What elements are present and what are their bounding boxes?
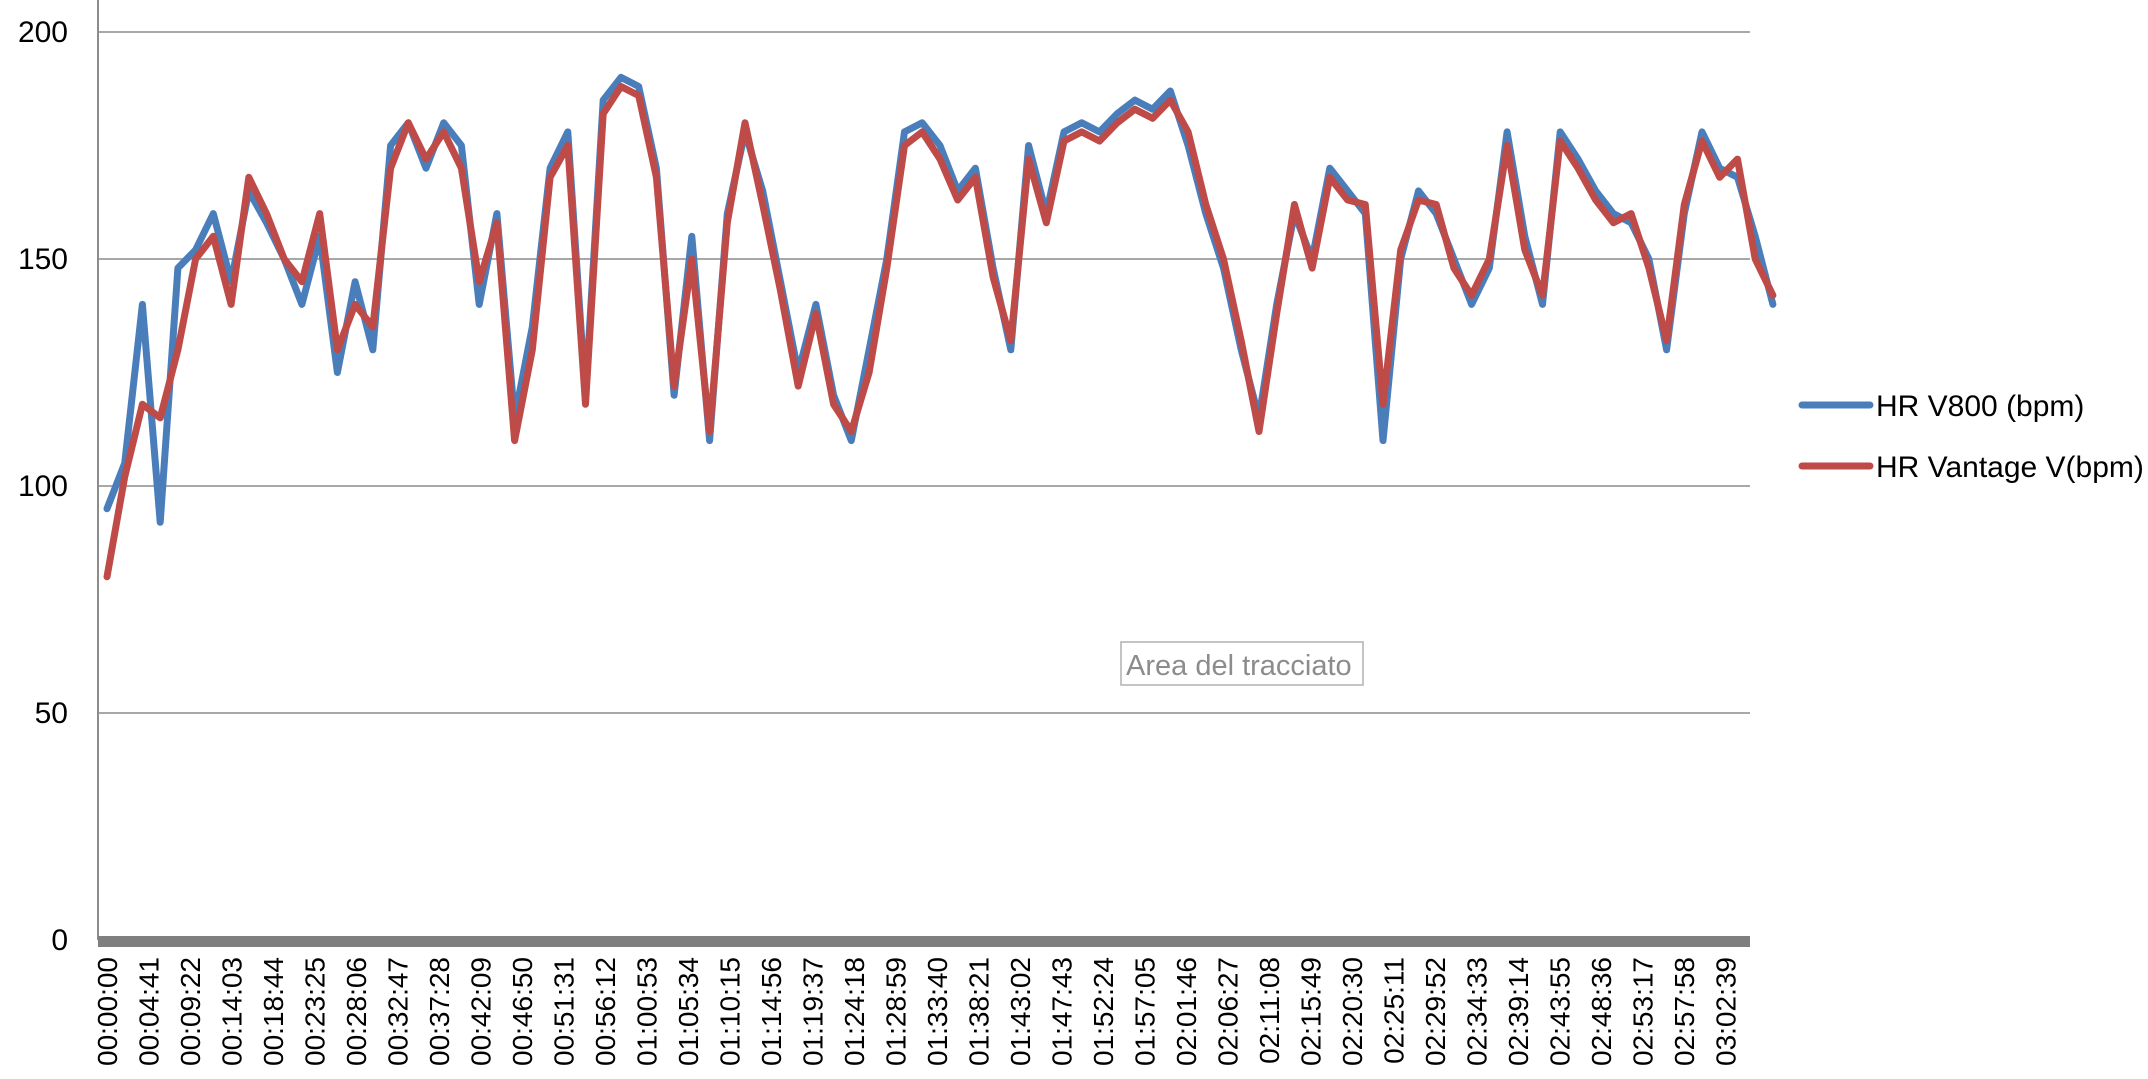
x-tick-label: 01:10:15 [715,957,746,1066]
x-tick-label: 01:28:59 [881,957,912,1066]
x-tick-label: 02:29:52 [1420,957,1451,1066]
x-tick-label: 00:14:03 [217,957,248,1066]
x-tick-label: 02:01:46 [1171,957,1202,1066]
y-tick-label: 200 [18,16,68,49]
x-tick-label: 00:37:28 [424,957,455,1066]
y-tick-label: 100 [18,470,68,503]
x-tick-label: 02:20:30 [1337,957,1368,1066]
x-tick-label: 02:34:33 [1462,957,1493,1066]
x-tick-label: 01:52:24 [1088,957,1119,1066]
x-tick-label: 01:38:21 [964,957,995,1066]
x-tick-label: 01:57:05 [1130,957,1161,1066]
x-tick-label: 01:19:37 [798,957,829,1066]
tooltip-text: Area del tracciato [1126,650,1352,682]
x-tick-label: 02:25:11 [1379,957,1410,1064]
tooltip-box [1120,641,1364,686]
x-tick-label: 01:05:34 [673,957,704,1066]
x-tick-label: 01:00:53 [632,957,663,1066]
x-tick-label: 02:57:58 [1669,957,1700,1066]
x-tick-label: 02:43:55 [1545,957,1576,1066]
x-tick-label: 01:47:43 [1047,957,1078,1066]
x-tick-label: 01:14:56 [756,957,787,1066]
x-tick-label: 00:51:31 [549,957,580,1066]
y-tick-label: 50 [35,697,68,730]
x-tick-label: 01:24:18 [839,957,870,1066]
x-tick-label: 02:06:27 [1213,957,1244,1066]
x-tick-label: 00:18:44 [258,957,289,1066]
x-tick-label: 02:39:14 [1503,957,1534,1066]
x-tick-label: 00:32:47 [383,957,414,1066]
series-lines [103,73,1777,581]
x-tick-label: 00:56:12 [590,957,621,1066]
x-tick-label: 00:23:25 [300,957,331,1066]
series-line-2 [103,83,1777,581]
x-tick-label: 00:28:06 [341,957,372,1066]
x-axis-ticks: 00:00:00 00:04:41 00:09:22 00:14:03 00:18:44… [92,957,1742,1066]
x-axis-line [98,936,1750,947]
x-tick-label: 00:46:50 [507,957,538,1066]
y-tick-label: 150 [18,243,68,276]
y-axis-ticks: 0 50 100 150 200 [18,16,68,957]
x-tick-label: 00:09:22 [175,957,206,1066]
legend-label: HR Vantage V(bpm) [1876,451,2144,484]
x-tick-label: 03:02:39 [1711,957,1742,1066]
legend-label: HR V800 (bpm) [1876,390,2084,423]
grid-lines [98,31,1750,714]
x-tick-label: 02:48:36 [1586,957,1617,1066]
x-tick-label: 01:33:40 [922,957,953,1066]
x-tick-label: 02:11:08 [1254,957,1285,1064]
legend: HR V800 (bpm) HR Vantage V(bpm) [1798,390,2144,484]
x-tick-label: 00:04:41 [134,957,165,1066]
plot-area-tooltip: Area del tracciato [1120,641,1364,686]
series-line-1 [103,73,1777,526]
x-tick-label: 02:53:17 [1628,957,1659,1066]
x-tick-label: 01:43:02 [1005,957,1036,1066]
x-tick-label: 00:42:09 [466,957,497,1066]
y-tick-label: 0 [51,924,68,957]
x-tick-label: 00:00:00 [92,957,123,1066]
x-tick-label: 02:15:49 [1296,957,1327,1066]
